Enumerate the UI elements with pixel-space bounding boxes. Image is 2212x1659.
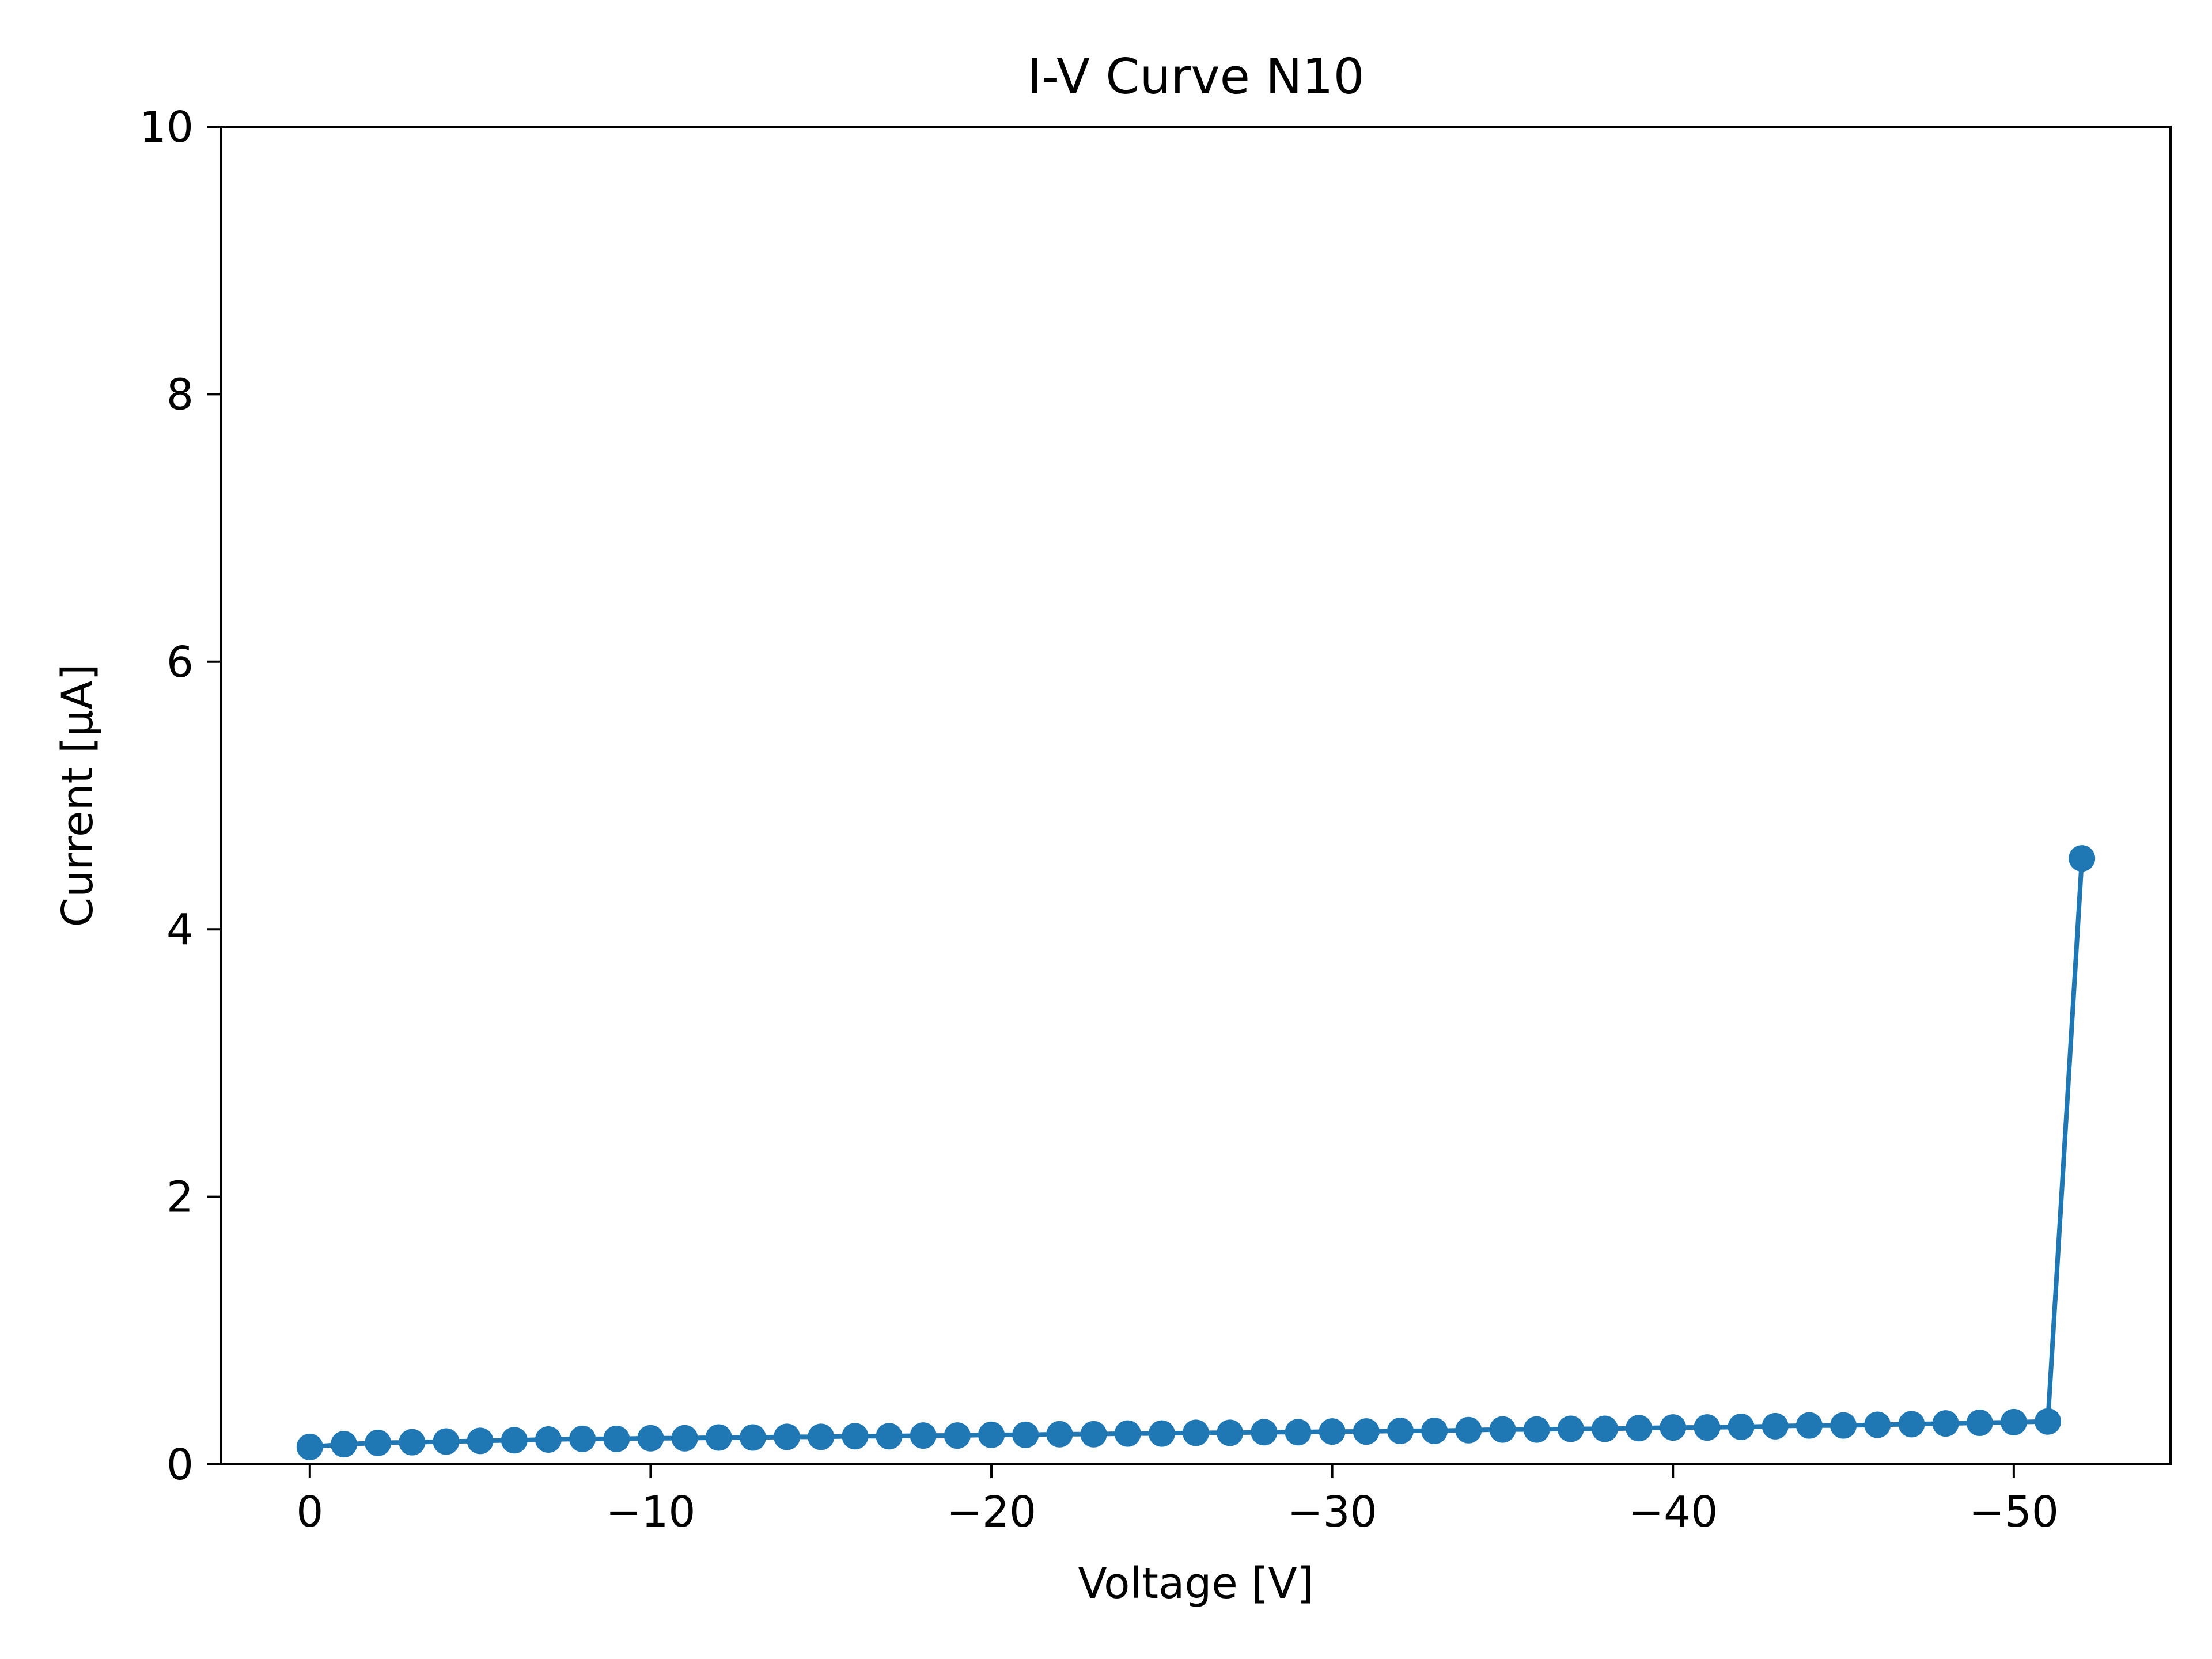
data-point xyxy=(1353,1418,1380,1445)
data-point xyxy=(1148,1420,1175,1447)
y-tick-label: 10 xyxy=(139,103,194,152)
data-point xyxy=(1217,1419,1244,1446)
data-point xyxy=(1251,1419,1278,1446)
data-point xyxy=(1285,1419,1312,1446)
data-point xyxy=(808,1423,835,1450)
y-tick-label: 2 xyxy=(166,1173,194,1222)
plot-frame xyxy=(220,126,2172,1465)
data-point xyxy=(1898,1411,1925,1438)
y-tick-label: 8 xyxy=(166,370,194,419)
data-point xyxy=(399,1429,426,1456)
data-point xyxy=(1523,1416,1550,1443)
data-point xyxy=(705,1424,732,1451)
x-tick-label: −20 xyxy=(946,1487,1036,1537)
data-point xyxy=(671,1425,698,1452)
y-tick-label: 4 xyxy=(166,905,194,955)
data-point xyxy=(876,1423,903,1450)
data-point xyxy=(978,1421,1005,1448)
data-point xyxy=(842,1423,869,1450)
y-axis-ticks: 0 2 4 6 8 10 xyxy=(139,103,221,1490)
data-point xyxy=(1387,1417,1414,1444)
data-point xyxy=(296,1433,323,1460)
y-tick-label: 6 xyxy=(166,638,194,687)
data-point xyxy=(1694,1414,1721,1441)
x-axis-ticks: 0 −10 −20 −30 −40 −50 xyxy=(296,1464,2059,1537)
data-point xyxy=(1728,1413,1755,1440)
data-point xyxy=(1762,1412,1789,1440)
data-point xyxy=(1046,1421,1073,1448)
x-tick-label: 0 xyxy=(296,1487,323,1537)
data-point xyxy=(1796,1412,1823,1439)
data-point xyxy=(1830,1412,1857,1439)
data-point xyxy=(2000,1408,2027,1435)
x-tick-label: −50 xyxy=(1969,1487,2059,1537)
x-tick-label: −10 xyxy=(605,1487,695,1537)
x-tick-label: −30 xyxy=(1287,1487,1377,1537)
data-point xyxy=(1455,1416,1482,1444)
data-point xyxy=(1080,1421,1107,1448)
data-point xyxy=(603,1425,630,1452)
x-axis-label: Voltage [V] xyxy=(1078,1559,1313,1608)
data-point xyxy=(1864,1411,1891,1438)
plot-series xyxy=(296,845,2096,1460)
y-tick-label: 0 xyxy=(166,1440,194,1490)
data-point xyxy=(1660,1414,1687,1441)
data-point xyxy=(1932,1410,1959,1437)
y-axis-label: Current [μA] xyxy=(53,664,103,927)
data-point xyxy=(433,1428,460,1455)
data-point xyxy=(569,1425,596,1452)
data-point xyxy=(1591,1415,1618,1442)
data-point xyxy=(2035,1408,2062,1435)
data-point xyxy=(1966,1410,1993,1437)
data-point xyxy=(1626,1415,1653,1442)
data-point xyxy=(739,1424,766,1451)
x-tick-label: −40 xyxy=(1628,1487,1718,1537)
data-point xyxy=(501,1427,528,1454)
data-point xyxy=(1183,1419,1209,1446)
data-point xyxy=(910,1422,937,1449)
data-point xyxy=(774,1423,801,1450)
data-point xyxy=(1319,1418,1346,1445)
data-point xyxy=(330,1431,357,1458)
data-point xyxy=(1114,1420,1141,1447)
chart-title: I-V Curve N10 xyxy=(1027,48,1364,105)
data-point xyxy=(467,1427,494,1455)
data-point xyxy=(1489,1416,1516,1443)
data-point xyxy=(365,1429,392,1456)
data-point xyxy=(2069,845,2096,872)
data-point xyxy=(535,1426,562,1453)
data-point xyxy=(944,1422,971,1449)
data-point xyxy=(1421,1417,1448,1444)
data-point xyxy=(1012,1421,1039,1448)
data-point xyxy=(1557,1415,1584,1442)
data-point xyxy=(637,1425,664,1452)
